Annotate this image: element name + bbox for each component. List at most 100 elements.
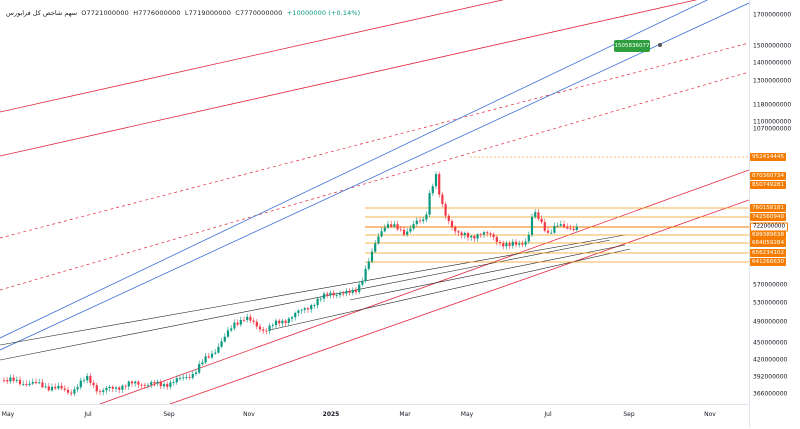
candle-body <box>98 391 102 393</box>
candle-body <box>118 387 121 390</box>
price-tick-label: 392000000 <box>753 373 788 381</box>
level-price-tag: 850749281 <box>750 181 787 189</box>
candle-body <box>233 322 236 329</box>
time-axis[interactable]: May Jul Sep Nov 2025 Mar May Jul Sep Nov <box>0 404 749 429</box>
candle-body <box>153 382 156 384</box>
channel-line-blue <box>0 0 709 339</box>
candle-body <box>447 215 450 222</box>
candle-body <box>82 380 86 382</box>
candle-body <box>242 319 246 321</box>
candle-body <box>422 219 425 222</box>
time-tick-label: Nov <box>243 411 255 418</box>
candle-body <box>530 216 534 235</box>
candle-body <box>569 228 572 230</box>
candle-body <box>191 373 194 378</box>
time-tick-label: Sep <box>623 411 635 418</box>
candle-body <box>338 293 342 295</box>
price-tick-label: 1500000000 <box>753 42 792 50</box>
candle-body <box>210 353 214 358</box>
candle-body <box>140 384 143 386</box>
candle-body <box>329 292 332 295</box>
candle-body <box>566 226 569 229</box>
candle-body <box>319 298 322 300</box>
candle-body <box>473 235 476 239</box>
candle-body <box>489 233 492 235</box>
candle-body <box>271 325 274 326</box>
candle-body <box>137 381 140 385</box>
candle-body <box>188 377 191 378</box>
channel-line-red <box>0 0 505 113</box>
candle-body <box>358 284 361 293</box>
candle-body <box>79 380 82 388</box>
candle-body <box>498 241 502 244</box>
channel-line-red <box>0 0 698 157</box>
candle-body <box>47 386 50 391</box>
candle-body <box>431 186 434 194</box>
candle-body <box>290 317 294 319</box>
candle-body <box>34 381 38 384</box>
candle-body <box>348 291 351 293</box>
candle-body <box>543 222 546 231</box>
trendline-black <box>0 234 626 346</box>
candle-body <box>316 298 319 306</box>
candle-body <box>114 387 118 389</box>
time-tick-label: Jul <box>84 411 92 418</box>
candle-body <box>335 294 338 296</box>
price-tick-label: 1180000000 <box>753 101 792 109</box>
candle-body <box>476 234 479 239</box>
candle-body <box>121 385 124 390</box>
candle-body <box>386 224 390 228</box>
candle-body <box>258 326 262 330</box>
time-tick-label: 2025 <box>322 411 340 418</box>
candle-body <box>162 384 166 387</box>
trendlines-layer <box>0 0 749 404</box>
candle-body <box>175 378 178 383</box>
candle-body <box>246 316 249 321</box>
trendline-black <box>269 248 631 331</box>
candle-body <box>377 236 380 244</box>
candle-body <box>345 291 348 294</box>
candle-body <box>559 224 562 226</box>
candle-body <box>524 241 527 245</box>
horizontal-levels-layer <box>365 156 749 263</box>
price-axis[interactable]: 1700000000 1500000000 1400000000 1300000000… <box>749 0 800 428</box>
candle-body <box>18 379 22 385</box>
candle-body <box>418 220 422 222</box>
candle-body <box>553 225 556 233</box>
level-price-tag: 742560940 <box>750 213 787 221</box>
candle-body <box>92 382 95 386</box>
candle-body <box>25 383 28 385</box>
level-price-tag: 641266630 <box>750 258 787 266</box>
candle-body <box>460 232 463 236</box>
price-tick-label: 490000000 <box>753 318 788 326</box>
candle-body <box>86 375 89 381</box>
candle-body <box>332 292 335 296</box>
candle-body <box>220 341 223 347</box>
price-plot[interactable] <box>0 0 749 404</box>
candle-body <box>230 328 233 331</box>
candle-body <box>124 385 127 387</box>
candle-body <box>54 386 57 389</box>
candle-body <box>60 385 63 389</box>
candle-body <box>146 384 150 386</box>
channel-line-red-dashed <box>0 42 749 239</box>
candle-body <box>287 318 290 323</box>
candle-body <box>425 214 428 220</box>
candle-body <box>562 224 566 227</box>
candle-body <box>326 293 329 295</box>
candle-body <box>527 234 530 242</box>
candle-body <box>223 336 226 342</box>
level-price-tag: 952414445 <box>750 153 787 161</box>
note-anchor-dot <box>658 43 662 47</box>
price-note-label[interactable]: 1505836077 <box>614 40 650 52</box>
channel-line-blue <box>0 2 749 351</box>
candle-body <box>297 310 300 313</box>
candle-body <box>239 319 242 325</box>
time-tick-label: Nov <box>704 411 716 418</box>
candle-body <box>370 251 374 262</box>
candle-body <box>412 223 415 229</box>
candle-body <box>182 377 185 379</box>
candle-body <box>217 346 220 353</box>
candle-body <box>265 330 268 332</box>
